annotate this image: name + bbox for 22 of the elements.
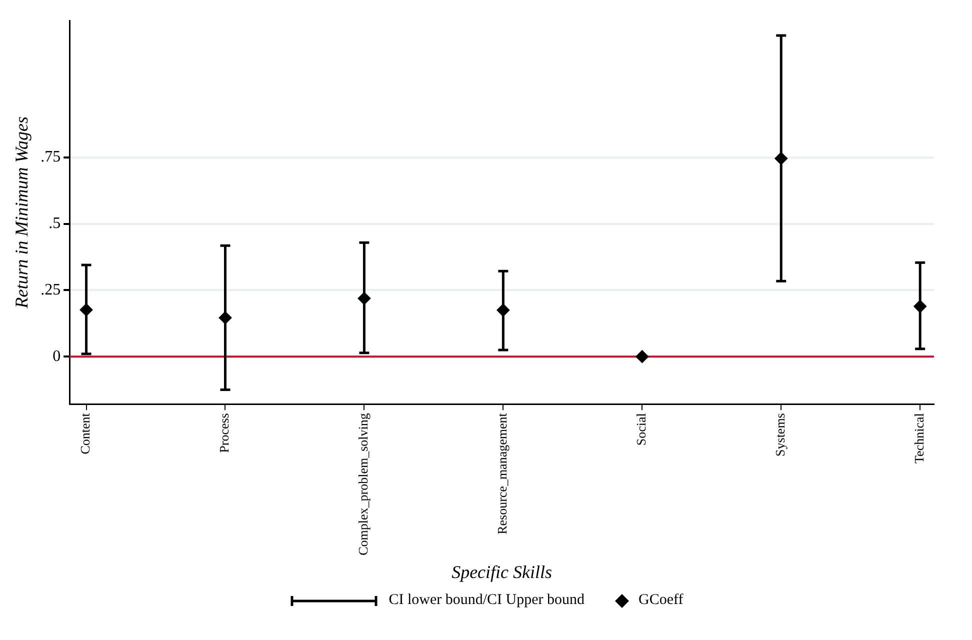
x-tick-label: Process (216, 413, 232, 453)
point (774, 152, 788, 165)
point (914, 300, 927, 313)
x-tick-label: Resource_management (494, 412, 510, 534)
x-tick-label: Systems (772, 413, 788, 456)
x-tick-label: Complex_problem_solving (356, 412, 371, 556)
point (218, 311, 232, 324)
x-tick-label: Technical (912, 412, 927, 464)
y-tick-label: .25 (40, 281, 61, 298)
point (496, 304, 510, 317)
legend-label: GCoeff (638, 592, 684, 609)
x-tick-label: Social (634, 412, 649, 446)
x-axis-title: Specific Skills (452, 562, 552, 582)
x-tick-label: Content (78, 412, 93, 454)
y-tick-label: 0 (52, 348, 61, 365)
point (358, 292, 371, 305)
text: CI lower bound/CI Upper bound (388, 592, 585, 609)
y-axis-title: Return in Minimum Wages (12, 116, 32, 310)
y-tick-label: .75 (40, 148, 61, 166)
point (80, 303, 93, 316)
point (636, 350, 649, 364)
y-tick-label: .5 (48, 214, 61, 232)
